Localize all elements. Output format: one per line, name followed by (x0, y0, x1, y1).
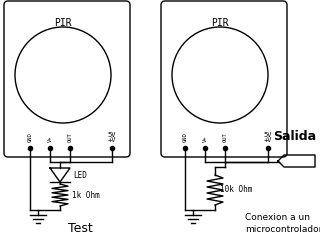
Text: GND: GND (28, 132, 33, 142)
Text: Salida: Salida (273, 130, 316, 143)
FancyBboxPatch shape (161, 1, 287, 157)
Text: LED: LED (73, 170, 87, 180)
FancyBboxPatch shape (4, 1, 130, 157)
Text: V+: V+ (47, 136, 52, 142)
Text: V+: V+ (203, 136, 207, 142)
Text: Conexion a un: Conexion a un (245, 214, 310, 222)
Text: +V: +V (264, 137, 272, 143)
Circle shape (15, 27, 111, 123)
Text: OUT: OUT (222, 132, 228, 142)
Text: OUT: OUT (68, 132, 73, 142)
Text: GND: GND (182, 132, 188, 142)
Text: 10k Ohm: 10k Ohm (220, 186, 252, 194)
Text: microcontrolador: microcontrolador (245, 226, 320, 234)
Circle shape (172, 27, 268, 123)
Text: 5V: 5V (264, 132, 272, 138)
Text: +V: +V (108, 137, 116, 143)
Text: 5V: 5V (108, 132, 116, 138)
Text: PIR: PIR (211, 18, 229, 28)
Text: PIR: PIR (54, 18, 72, 28)
Text: 1k Ohm: 1k Ohm (72, 191, 100, 199)
Text: Test: Test (68, 222, 92, 234)
